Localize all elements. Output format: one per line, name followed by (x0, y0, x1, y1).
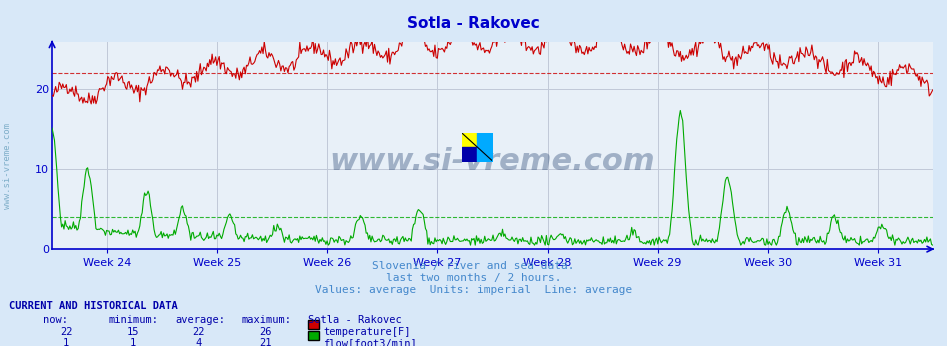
Text: flow[foot3/min]: flow[foot3/min] (323, 338, 417, 346)
Text: Sotla - Rakovec: Sotla - Rakovec (407, 16, 540, 30)
Text: CURRENT AND HISTORICAL DATA: CURRENT AND HISTORICAL DATA (9, 301, 178, 311)
Text: 26: 26 (259, 327, 272, 337)
Text: www.si-vreme.com: www.si-vreme.com (330, 147, 655, 176)
Text: temperature[F]: temperature[F] (323, 327, 410, 337)
Text: average:: average: (175, 315, 225, 325)
Text: Values: average  Units: imperial  Line: average: Values: average Units: imperial Line: av… (314, 285, 633, 295)
Text: Sotla - Rakovec: Sotla - Rakovec (308, 315, 402, 325)
Text: 1: 1 (63, 338, 69, 346)
Text: now:: now: (43, 315, 67, 325)
Text: 21: 21 (259, 338, 272, 346)
Text: 22: 22 (60, 327, 73, 337)
Text: 22: 22 (192, 327, 205, 337)
Text: minimum:: minimum: (109, 315, 159, 325)
Text: www.si-vreme.com: www.si-vreme.com (3, 123, 12, 209)
Text: 15: 15 (126, 327, 139, 337)
Text: 4: 4 (196, 338, 202, 346)
Text: last two months / 2 hours.: last two months / 2 hours. (385, 273, 562, 283)
Text: maximum:: maximum: (241, 315, 292, 325)
Text: Slovenia / river and sea data.: Slovenia / river and sea data. (372, 261, 575, 271)
Text: 1: 1 (130, 338, 135, 346)
